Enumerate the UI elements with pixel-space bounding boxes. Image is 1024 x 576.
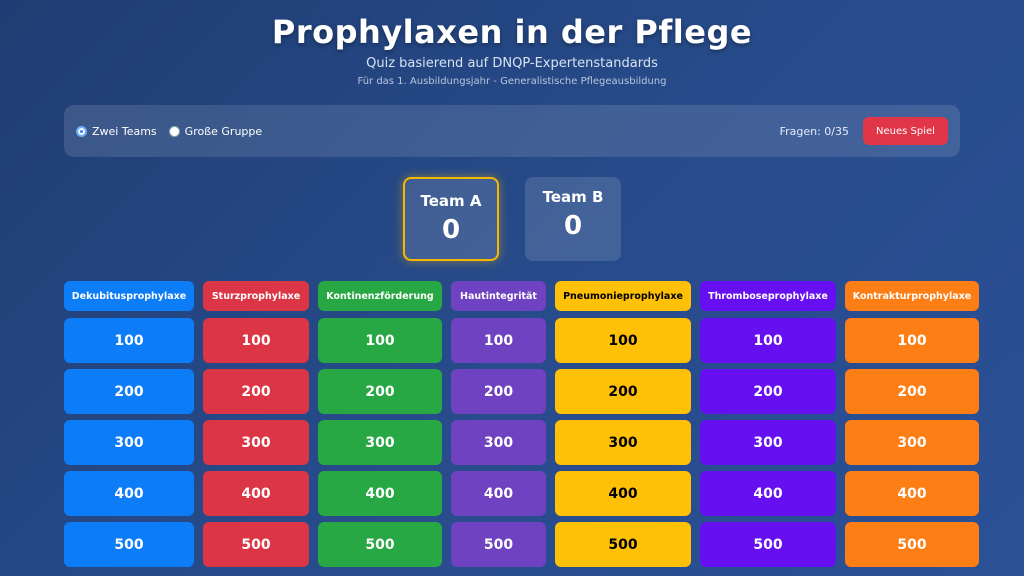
category-column: Hautintegrität 100 200 300 400 500: [451, 281, 546, 567]
question-tile[interactable]: 300: [203, 420, 309, 465]
category-header: Pneumonieprophylaxe: [555, 281, 691, 311]
team-name: Team B: [542, 188, 604, 206]
question-tile[interactable]: 100: [203, 318, 309, 363]
question-tile[interactable]: 500: [700, 522, 836, 567]
question-tile[interactable]: 400: [555, 471, 691, 516]
page-title: Prophylaxen in der Pflege: [271, 13, 753, 51]
question-tile[interactable]: 100: [845, 318, 979, 363]
question-tile[interactable]: 300: [845, 420, 979, 465]
category-header: Hautintegrität: [451, 281, 546, 311]
question-tile[interactable]: 200: [318, 369, 442, 414]
category-header: Thromboseprophylaxe: [700, 281, 836, 311]
radio-checked-icon[interactable]: [76, 125, 87, 137]
category-column: Kontrakturprophylaxe 100 200 300 400 500: [845, 281, 979, 567]
question-tile[interactable]: 300: [555, 420, 691, 465]
team-score: 0: [563, 211, 583, 241]
mode-option-label: Große Gruppe: [184, 124, 263, 138]
question-tile[interactable]: 100: [451, 318, 546, 363]
question-tile[interactable]: 300: [700, 420, 836, 465]
page-subtitle: Quiz basierend auf DNQP-Expertenstandard…: [366, 56, 658, 71]
question-counter: Fragen: 0/35: [779, 124, 849, 138]
category-column: Kontinenzförderung 100 200 300 400 500: [318, 281, 442, 567]
header: Prophylaxen in der Pflege Quiz basierend…: [0, 0, 1024, 88]
question-tile[interactable]: 500: [64, 522, 194, 567]
radio-unchecked-icon[interactable]: [168, 125, 180, 137]
mode-option-large-group[interactable]: Große Gruppe: [168, 124, 263, 138]
question-tile[interactable]: 400: [203, 471, 309, 516]
question-tile[interactable]: 200: [451, 369, 546, 414]
new-game-button[interactable]: Neues Spiel: [863, 117, 948, 145]
question-tile[interactable]: 300: [64, 420, 194, 465]
question-tile[interactable]: 500: [555, 522, 691, 567]
team-card-a: Team A 0: [403, 177, 499, 261]
question-tile[interactable]: 100: [700, 318, 836, 363]
controls-bar: Zwei Teams Große Gruppe Fragen: 0/35 Neu…: [64, 105, 960, 157]
team-score: 0: [441, 215, 461, 245]
question-tile[interactable]: 300: [318, 420, 442, 465]
category-header: Kontinenzförderung: [318, 281, 442, 311]
question-tile[interactable]: 500: [318, 522, 442, 567]
question-tile[interactable]: 200: [64, 369, 194, 414]
category-header: Sturzprophylaxe: [203, 281, 309, 311]
question-tile[interactable]: 100: [555, 318, 691, 363]
question-tile[interactable]: 500: [203, 522, 309, 567]
question-tile[interactable]: 500: [451, 522, 546, 567]
question-tile[interactable]: 400: [64, 471, 194, 516]
page-subsubtitle: Für das 1. Ausbildungsjahr - Generalisti…: [357, 76, 667, 87]
question-tile[interactable]: 500: [845, 522, 979, 567]
mode-radio-group: Zwei Teams Große Gruppe: [76, 125, 262, 138]
category-column: Thromboseprophylaxe 100 200 300 400 500: [700, 281, 836, 567]
mode-option-label: Zwei Teams: [92, 124, 157, 138]
category-column: Pneumonieprophylaxe 100 200 300 400 500: [555, 281, 691, 567]
question-tile[interactable]: 400: [451, 471, 546, 516]
question-tile[interactable]: 200: [700, 369, 836, 414]
question-tile[interactable]: 400: [700, 471, 836, 516]
question-tile[interactable]: 400: [318, 471, 442, 516]
team-card-b: Team B 0: [525, 177, 621, 261]
question-tile[interactable]: 200: [203, 369, 309, 414]
question-tile[interactable]: 200: [845, 369, 979, 414]
question-tile[interactable]: 400: [845, 471, 979, 516]
question-tile[interactable]: 200: [555, 369, 691, 414]
team-scores: Team A 0 Team B 0: [0, 177, 1024, 265]
question-tile[interactable]: 100: [318, 318, 442, 363]
category-column: Dekubitusprophylaxe 100 200 300 400 500: [64, 281, 194, 567]
question-tile[interactable]: 300: [451, 420, 546, 465]
category-header: Kontrakturprophylaxe: [845, 281, 979, 311]
mode-option-two-teams[interactable]: Zwei Teams: [76, 125, 157, 138]
category-header: Dekubitusprophylaxe: [64, 281, 194, 311]
team-name: Team A: [420, 192, 482, 210]
question-tile[interactable]: 100: [64, 318, 194, 363]
category-column: Sturzprophylaxe 100 200 300 400 500: [203, 281, 309, 567]
